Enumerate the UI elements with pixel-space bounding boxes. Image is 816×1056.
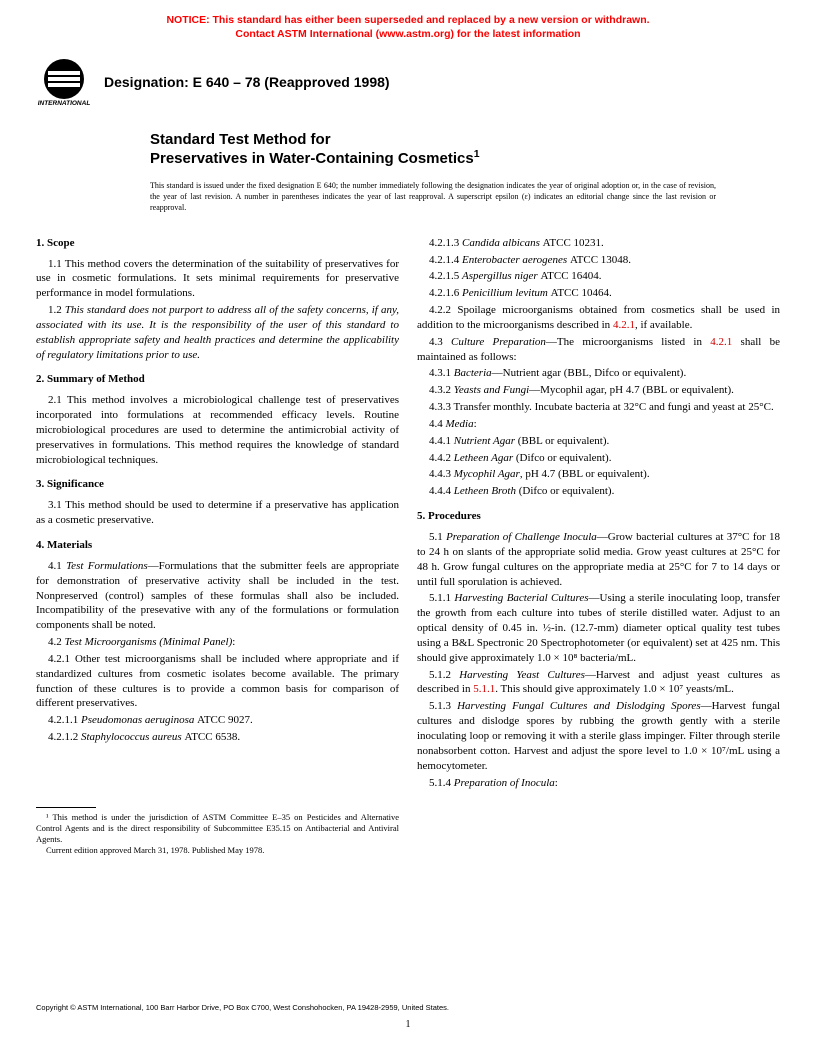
para-4-2-2: 4.2.2 Spoilage microorganisms obtained f… bbox=[417, 303, 780, 333]
para-5-1: 5.1 Preparation of Challenge Inocula—Gro… bbox=[417, 530, 780, 589]
para-4-3: 4.3 Culture Preparation—The microorganis… bbox=[417, 335, 780, 365]
section-1-head: 1. Scope bbox=[36, 236, 399, 251]
page-number: 1 bbox=[406, 1019, 411, 1030]
para-4-4: 4.4 Media: bbox=[417, 417, 780, 432]
footnote-rule bbox=[36, 807, 96, 808]
para-4-2-1-3: 4.2.1.3 Candida albicans ATCC 10231. bbox=[417, 236, 780, 251]
notice-line1: NOTICE: This standard has either been su… bbox=[166, 14, 649, 26]
para-4-2-1-4: 4.2.1.4 Enterobacter aerogenes ATCC 1304… bbox=[417, 253, 780, 268]
copyright: Copyright © ASTM International, 100 Barr… bbox=[36, 1003, 449, 1012]
para-2-1: 2.1 This method involves a microbiologic… bbox=[36, 393, 399, 467]
notice-line2: Contact ASTM International (www.astm.org… bbox=[235, 28, 580, 40]
para-1-2: 1.2 This standard does not purport to ad… bbox=[36, 303, 399, 362]
para-5-1-1: 5.1.1 Harvesting Bacterial Cultures—Usin… bbox=[417, 591, 780, 665]
para-4-4-1: 4.4.1 Nutrient Agar (BBL or equivalent). bbox=[417, 434, 780, 449]
para-5-1-2: 5.1.2 Harvesting Yeast Cultures—Harvest … bbox=[417, 668, 780, 698]
para-4-4-3: 4.4.3 Mycophil Agar, pH 4.7 (BBL or equi… bbox=[417, 467, 780, 482]
xref-4-2-1b[interactable]: 4.2.1 bbox=[710, 336, 732, 348]
para-4-3-2: 4.3.2 Yeasts and Fungi—Mycophil agar, pH… bbox=[417, 383, 780, 398]
notice-banner: NOTICE: This standard has either been su… bbox=[0, 0, 816, 47]
para-4-2-1-1: 4.2.1.1 Pseudomonas aeruginosa ATCC 9027… bbox=[36, 713, 399, 728]
body-columns: 1. Scope 1.1 This method covers the dete… bbox=[0, 214, 816, 857]
section-5-head: 5. Procedures bbox=[417, 509, 780, 524]
xref-4-2-1a[interactable]: 4.2.1 bbox=[613, 319, 635, 331]
section-2-head: 2. Summary of Method bbox=[36, 372, 399, 387]
svg-text:INTERNATIONAL: INTERNATIONAL bbox=[38, 100, 91, 107]
designation: Designation: E 640 – 78 (Reapproved 1998… bbox=[104, 74, 390, 90]
para-3-1: 3.1 This method should be used to determ… bbox=[36, 498, 399, 528]
footnote-1: ¹ This method is under the jurisdiction … bbox=[36, 812, 399, 845]
para-4-4-4: 4.4.4 Letheen Broth (Difco or equivalent… bbox=[417, 484, 780, 499]
para-4-3-3: 4.3.3 Transfer monthly. Incubate bacteri… bbox=[417, 400, 780, 415]
para-4-3-1: 4.3.1 Bacteria—Nutrient agar (BBL, Difco… bbox=[417, 366, 780, 381]
title-label: Standard Test Method for bbox=[150, 131, 780, 148]
footnote-2: Current edition approved March 31, 1978.… bbox=[36, 845, 399, 856]
para-4-2-1-5: 4.2.1.5 Aspergillus niger ATCC 16404. bbox=[417, 269, 780, 284]
xref-5-1-1[interactable]: 5.1.1 bbox=[473, 683, 495, 695]
left-column: 1. Scope 1.1 This method covers the dete… bbox=[36, 236, 399, 857]
para-4-2: 4.2 Test Microorganisms (Minimal Panel): bbox=[36, 635, 399, 650]
section-4-head: 4. Materials bbox=[36, 538, 399, 553]
para-4-4-2: 4.4.2 Letheen Agar (Difco or equivalent)… bbox=[417, 451, 780, 466]
section-3-head: 3. Significance bbox=[36, 477, 399, 492]
title-main: Preservatives in Water-Containing Cosmet… bbox=[150, 148, 780, 167]
right-column: 4.2.1.3 Candida albicans ATCC 10231. 4.2… bbox=[417, 236, 780, 857]
para-4-1: 4.1 Test Formulations—Formulations that … bbox=[36, 559, 399, 633]
header: INTERNATIONAL Designation: E 640 – 78 (R… bbox=[0, 47, 816, 115]
para-1-1: 1.1 This method covers the determination… bbox=[36, 257, 399, 302]
para-4-2-1-6: 4.2.1.6 Penicillium levitum ATCC 10464. bbox=[417, 286, 780, 301]
astm-logo-icon: INTERNATIONAL bbox=[36, 57, 92, 107]
title-block: Standard Test Method for Preservatives i… bbox=[0, 115, 816, 167]
para-4-2-1-2: 4.2.1.2 Staphylococcus aureus ATCC 6538. bbox=[36, 730, 399, 745]
standard-note: This standard is issued under the fixed … bbox=[0, 167, 816, 213]
para-5-1-4: 5.1.4 Preparation of Inocula: bbox=[417, 776, 780, 791]
para-5-1-3: 5.1.3 Harvesting Fungal Cultures and Dis… bbox=[417, 699, 780, 773]
para-4-2-1: 4.2.1 Other test microorganisms shall be… bbox=[36, 652, 399, 711]
